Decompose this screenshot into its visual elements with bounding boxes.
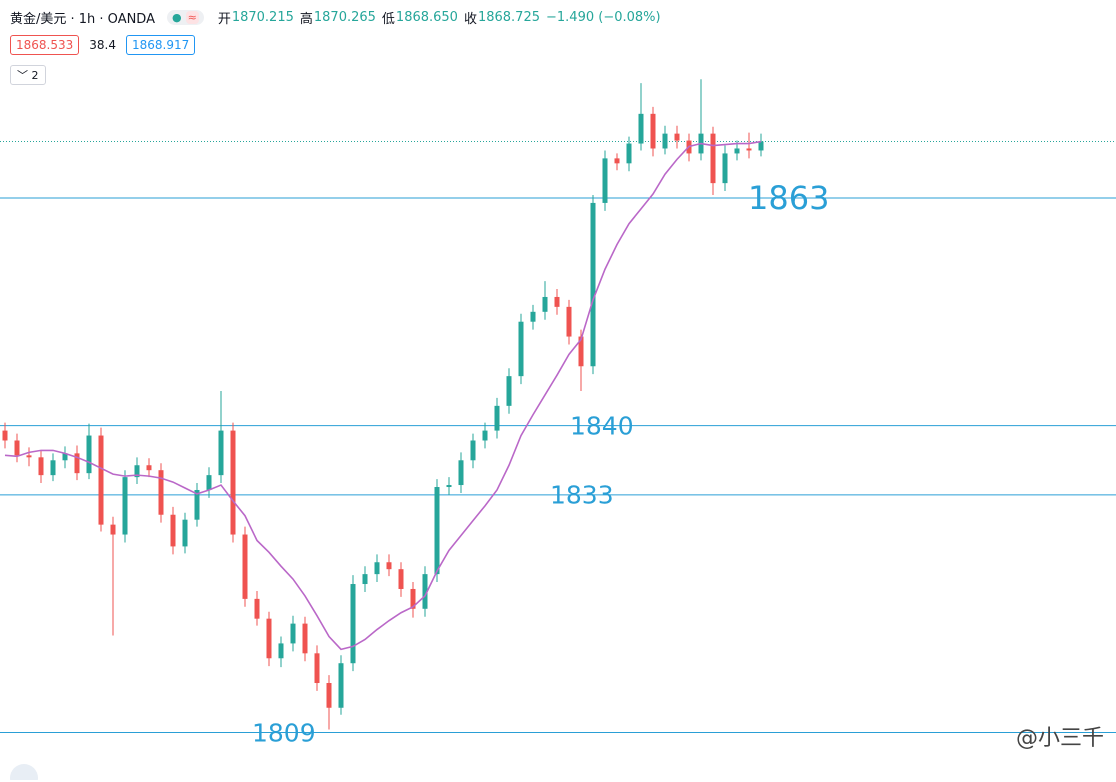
candle-body xyxy=(578,336,584,367)
ohlc-label: 低 xyxy=(381,12,395,27)
candle-body xyxy=(86,435,92,474)
candle-body xyxy=(566,306,572,337)
candle-body xyxy=(326,683,332,708)
candle-body xyxy=(302,623,308,654)
candle-body xyxy=(614,158,620,164)
candle-body xyxy=(242,534,248,599)
symbol[interactable]: 黄金/美元 · 1h · OANDA xyxy=(10,12,155,27)
legend-header: 黄金/美元 · 1h · OANDA ● ≈ 开 1870.215 高 1870.26… xyxy=(10,8,667,27)
ohlc-label: 开 xyxy=(217,12,231,27)
level-label: 1833 xyxy=(550,481,614,510)
candle-body xyxy=(542,296,548,312)
candle-body xyxy=(278,643,284,659)
ohlc-label: 收 xyxy=(463,12,477,27)
candle-body xyxy=(398,569,404,589)
candle-body xyxy=(62,453,68,461)
candle-body xyxy=(170,514,176,547)
candle-body xyxy=(758,141,764,151)
candle-body xyxy=(26,455,32,458)
candle-body xyxy=(674,133,680,141)
quote-row: 1868.533 38.4 1868.917 xyxy=(10,35,196,55)
candle-body xyxy=(434,487,440,575)
candle-body xyxy=(638,113,644,144)
candle-body xyxy=(710,133,716,184)
candle-body xyxy=(98,435,104,525)
candle-body xyxy=(554,296,560,307)
level-label: 1809 xyxy=(252,718,316,747)
candle-body xyxy=(74,453,80,474)
candle-body xyxy=(602,158,608,203)
spread: 38.4 xyxy=(89,38,116,52)
ask[interactable]: 1868.917 xyxy=(125,35,196,55)
candle-body xyxy=(338,663,344,708)
candle-body xyxy=(626,143,632,164)
candle-body xyxy=(530,311,536,322)
candle-body xyxy=(230,430,236,535)
candle-body xyxy=(722,153,728,184)
ohlc-value: 1868.650 xyxy=(395,10,458,25)
indicator-count: 2 xyxy=(31,69,39,82)
candle-body xyxy=(734,148,740,154)
candle-body xyxy=(590,202,596,367)
candle-body xyxy=(746,148,752,151)
candle-body xyxy=(194,489,200,520)
candle-body xyxy=(518,321,524,377)
candle-body xyxy=(362,574,368,585)
level-label: 1863 xyxy=(748,179,829,217)
candle-body xyxy=(134,465,140,478)
change: −1.490 (−0.08%) xyxy=(546,10,661,25)
bid[interactable]: 1868.533 xyxy=(10,35,80,55)
candle-body xyxy=(458,460,464,486)
candle-body xyxy=(482,430,488,441)
moving-average xyxy=(4,140,762,651)
candle-body xyxy=(266,618,272,659)
candle-body xyxy=(422,574,428,609)
candle-body xyxy=(290,623,296,644)
candle-body xyxy=(158,470,164,515)
candle-body xyxy=(2,430,8,441)
ohlc-value: 1868.725 xyxy=(477,10,540,25)
candle-body xyxy=(38,457,44,476)
candle-body xyxy=(182,519,188,547)
candle-body xyxy=(218,430,224,476)
candle-body xyxy=(506,376,512,406)
candle-body xyxy=(470,440,476,461)
candle-body xyxy=(50,460,56,476)
candle-body xyxy=(110,524,116,535)
candle-body xyxy=(122,477,128,535)
candle-body xyxy=(206,475,212,490)
indicator-toggle[interactable]: ﹀ 2 xyxy=(10,65,46,85)
candle-body xyxy=(410,588,416,609)
candle-body xyxy=(254,598,260,619)
candle-body xyxy=(650,113,656,149)
candle-body xyxy=(374,562,380,575)
candle-body xyxy=(14,440,20,456)
candle-body xyxy=(350,584,356,664)
watermark-text: @小三千 xyxy=(1015,726,1104,751)
ohlc-label: 高 xyxy=(299,12,313,27)
candle-body xyxy=(146,465,152,471)
candle-body xyxy=(314,653,320,684)
candle-body xyxy=(446,485,452,488)
watermark: @小三千 xyxy=(1016,720,1104,752)
ohlc-value: 1870.265 xyxy=(313,10,376,25)
toggle[interactable]: ● ≈ xyxy=(166,10,204,25)
candle-body xyxy=(662,133,668,149)
ohlc-value: 1870.215 xyxy=(231,10,294,25)
logo xyxy=(10,764,38,780)
level-label: 1840 xyxy=(570,411,634,440)
candle-body xyxy=(494,405,500,431)
candle-body xyxy=(386,562,392,570)
